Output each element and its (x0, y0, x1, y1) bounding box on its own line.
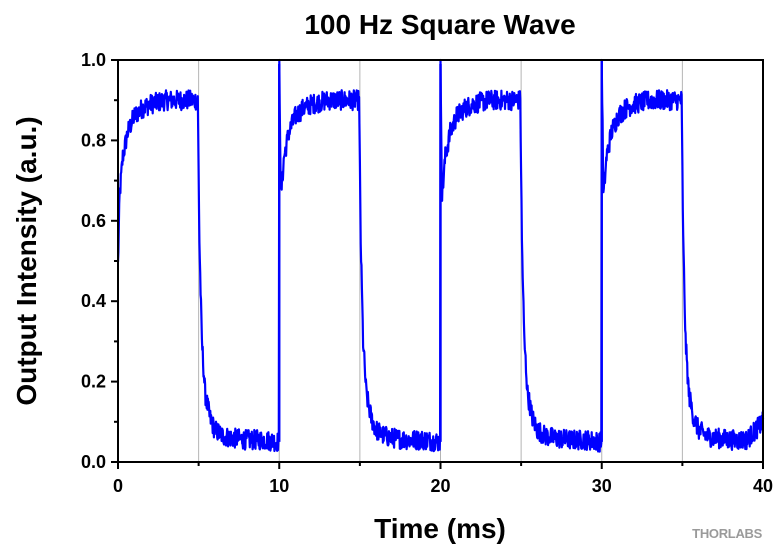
y-tick-label: 0.8 (81, 130, 106, 150)
series-layer (116, 58, 765, 453)
y-tick-label: 1.0 (81, 50, 106, 70)
x-tick-label: 30 (592, 476, 612, 496)
thorlabs-logo: THORLABS (692, 526, 762, 541)
tick-labels: 0 10 20 30 40 0.0 0.2 0.4 0.6 0.8 1.0 (81, 50, 773, 496)
y-tick-label: 0.4 (81, 291, 106, 311)
y-tick-label: 0.2 (81, 372, 106, 392)
y-axis-label: Output Intensity (a.u.) (11, 116, 42, 405)
chart-title: 100 Hz Square Wave (304, 9, 575, 40)
y-tick-label: 0.6 (81, 211, 106, 231)
x-tick-label: 10 (269, 476, 289, 496)
y-tick-label: 0.0 (81, 452, 106, 472)
x-axis-label: Time (ms) (374, 513, 506, 544)
ticks (111, 59, 764, 469)
x-tick-label: 40 (753, 476, 773, 496)
x-tick-label: 0 (113, 476, 123, 496)
x-tick-label: 20 (430, 476, 450, 496)
